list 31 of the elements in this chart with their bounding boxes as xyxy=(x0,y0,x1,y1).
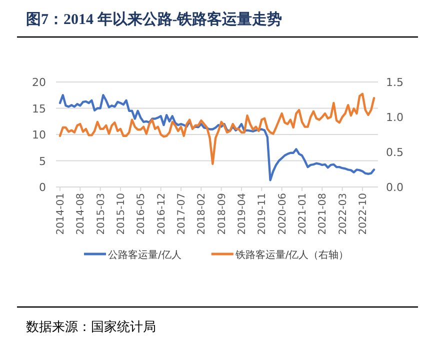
x-tick-label: 2015-10 xyxy=(116,193,127,235)
x-tick-label: 2018-09 xyxy=(216,193,228,235)
y-tick-label: 20 xyxy=(32,76,46,89)
y2-tick-label: 1.0 xyxy=(386,111,404,124)
x-tick-label: 2017-07 xyxy=(176,193,188,235)
x-tick-label: 2016-12 xyxy=(156,193,168,235)
y-tick-label: 5 xyxy=(39,154,46,168)
x-tick-label: 2021-01 xyxy=(297,193,308,235)
source-note: 数据来源：国家统计局 xyxy=(26,319,156,334)
x-tick-label: 2022-10 xyxy=(358,193,369,235)
y2-tick-label: 1.5 xyxy=(386,76,404,89)
y-tick-label: 15 xyxy=(32,102,46,116)
x-tick-label: 2019-11 xyxy=(257,193,268,235)
x-tick-label: 2018-02 xyxy=(196,193,208,235)
x-tick-label: 2022-03 xyxy=(338,193,349,235)
chart-title: 图7：2014 年以来公路-铁路客运量走势 xyxy=(26,10,282,28)
x-tick-label: 2014-01 xyxy=(56,193,66,235)
line-series xyxy=(58,94,376,182)
x-tick-label: 2019-04 xyxy=(236,193,248,235)
line-series xyxy=(58,92,376,165)
legend-label: 铁路客运量/亿人（右轴） xyxy=(234,249,349,261)
x-tick-label: 2014-08 xyxy=(76,193,87,235)
x-tick-label: 2016-05 xyxy=(136,193,148,235)
x-tick-label: 2020-06 xyxy=(277,193,288,235)
x-tick-label: 2021-08 xyxy=(318,193,329,235)
y2-tick-label: 0.0 xyxy=(386,181,404,194)
legend-label: 公路客运量/亿人 xyxy=(108,249,182,261)
y-tick-label: 10 xyxy=(32,128,46,142)
y2-tick-label: 0.5 xyxy=(386,146,404,159)
x-tick-label: 2015-03 xyxy=(96,193,107,235)
y-tick-label: 0 xyxy=(39,181,46,194)
